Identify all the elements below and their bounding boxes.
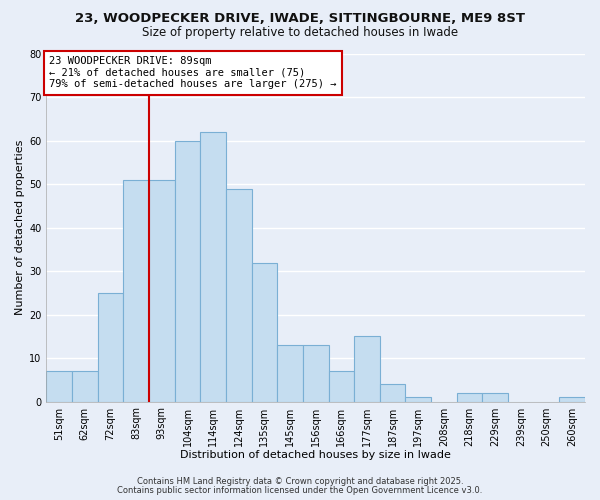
Text: Size of property relative to detached houses in Iwade: Size of property relative to detached ho… — [142, 26, 458, 39]
Bar — [277, 345, 303, 402]
Bar — [149, 180, 175, 402]
Bar — [354, 336, 380, 402]
Bar — [303, 345, 329, 402]
Bar — [559, 398, 585, 402]
Bar — [251, 262, 277, 402]
Bar — [226, 188, 251, 402]
Bar — [406, 398, 431, 402]
Text: 23, WOODPECKER DRIVE, IWADE, SITTINGBOURNE, ME9 8ST: 23, WOODPECKER DRIVE, IWADE, SITTINGBOUR… — [75, 12, 525, 26]
Bar — [329, 371, 354, 402]
X-axis label: Distribution of detached houses by size in Iwade: Distribution of detached houses by size … — [180, 450, 451, 460]
Text: Contains public sector information licensed under the Open Government Licence v3: Contains public sector information licen… — [118, 486, 482, 495]
Bar — [482, 393, 508, 402]
Bar — [380, 384, 406, 402]
Bar — [72, 371, 98, 402]
Text: Contains HM Land Registry data © Crown copyright and database right 2025.: Contains HM Land Registry data © Crown c… — [137, 478, 463, 486]
Bar — [457, 393, 482, 402]
Bar — [46, 371, 72, 402]
Bar — [124, 180, 149, 402]
Text: 23 WOODPECKER DRIVE: 89sqm
← 21% of detached houses are smaller (75)
79% of semi: 23 WOODPECKER DRIVE: 89sqm ← 21% of deta… — [49, 56, 337, 90]
Bar — [98, 293, 124, 402]
Bar — [175, 141, 200, 402]
Y-axis label: Number of detached properties: Number of detached properties — [15, 140, 25, 316]
Bar — [200, 132, 226, 402]
